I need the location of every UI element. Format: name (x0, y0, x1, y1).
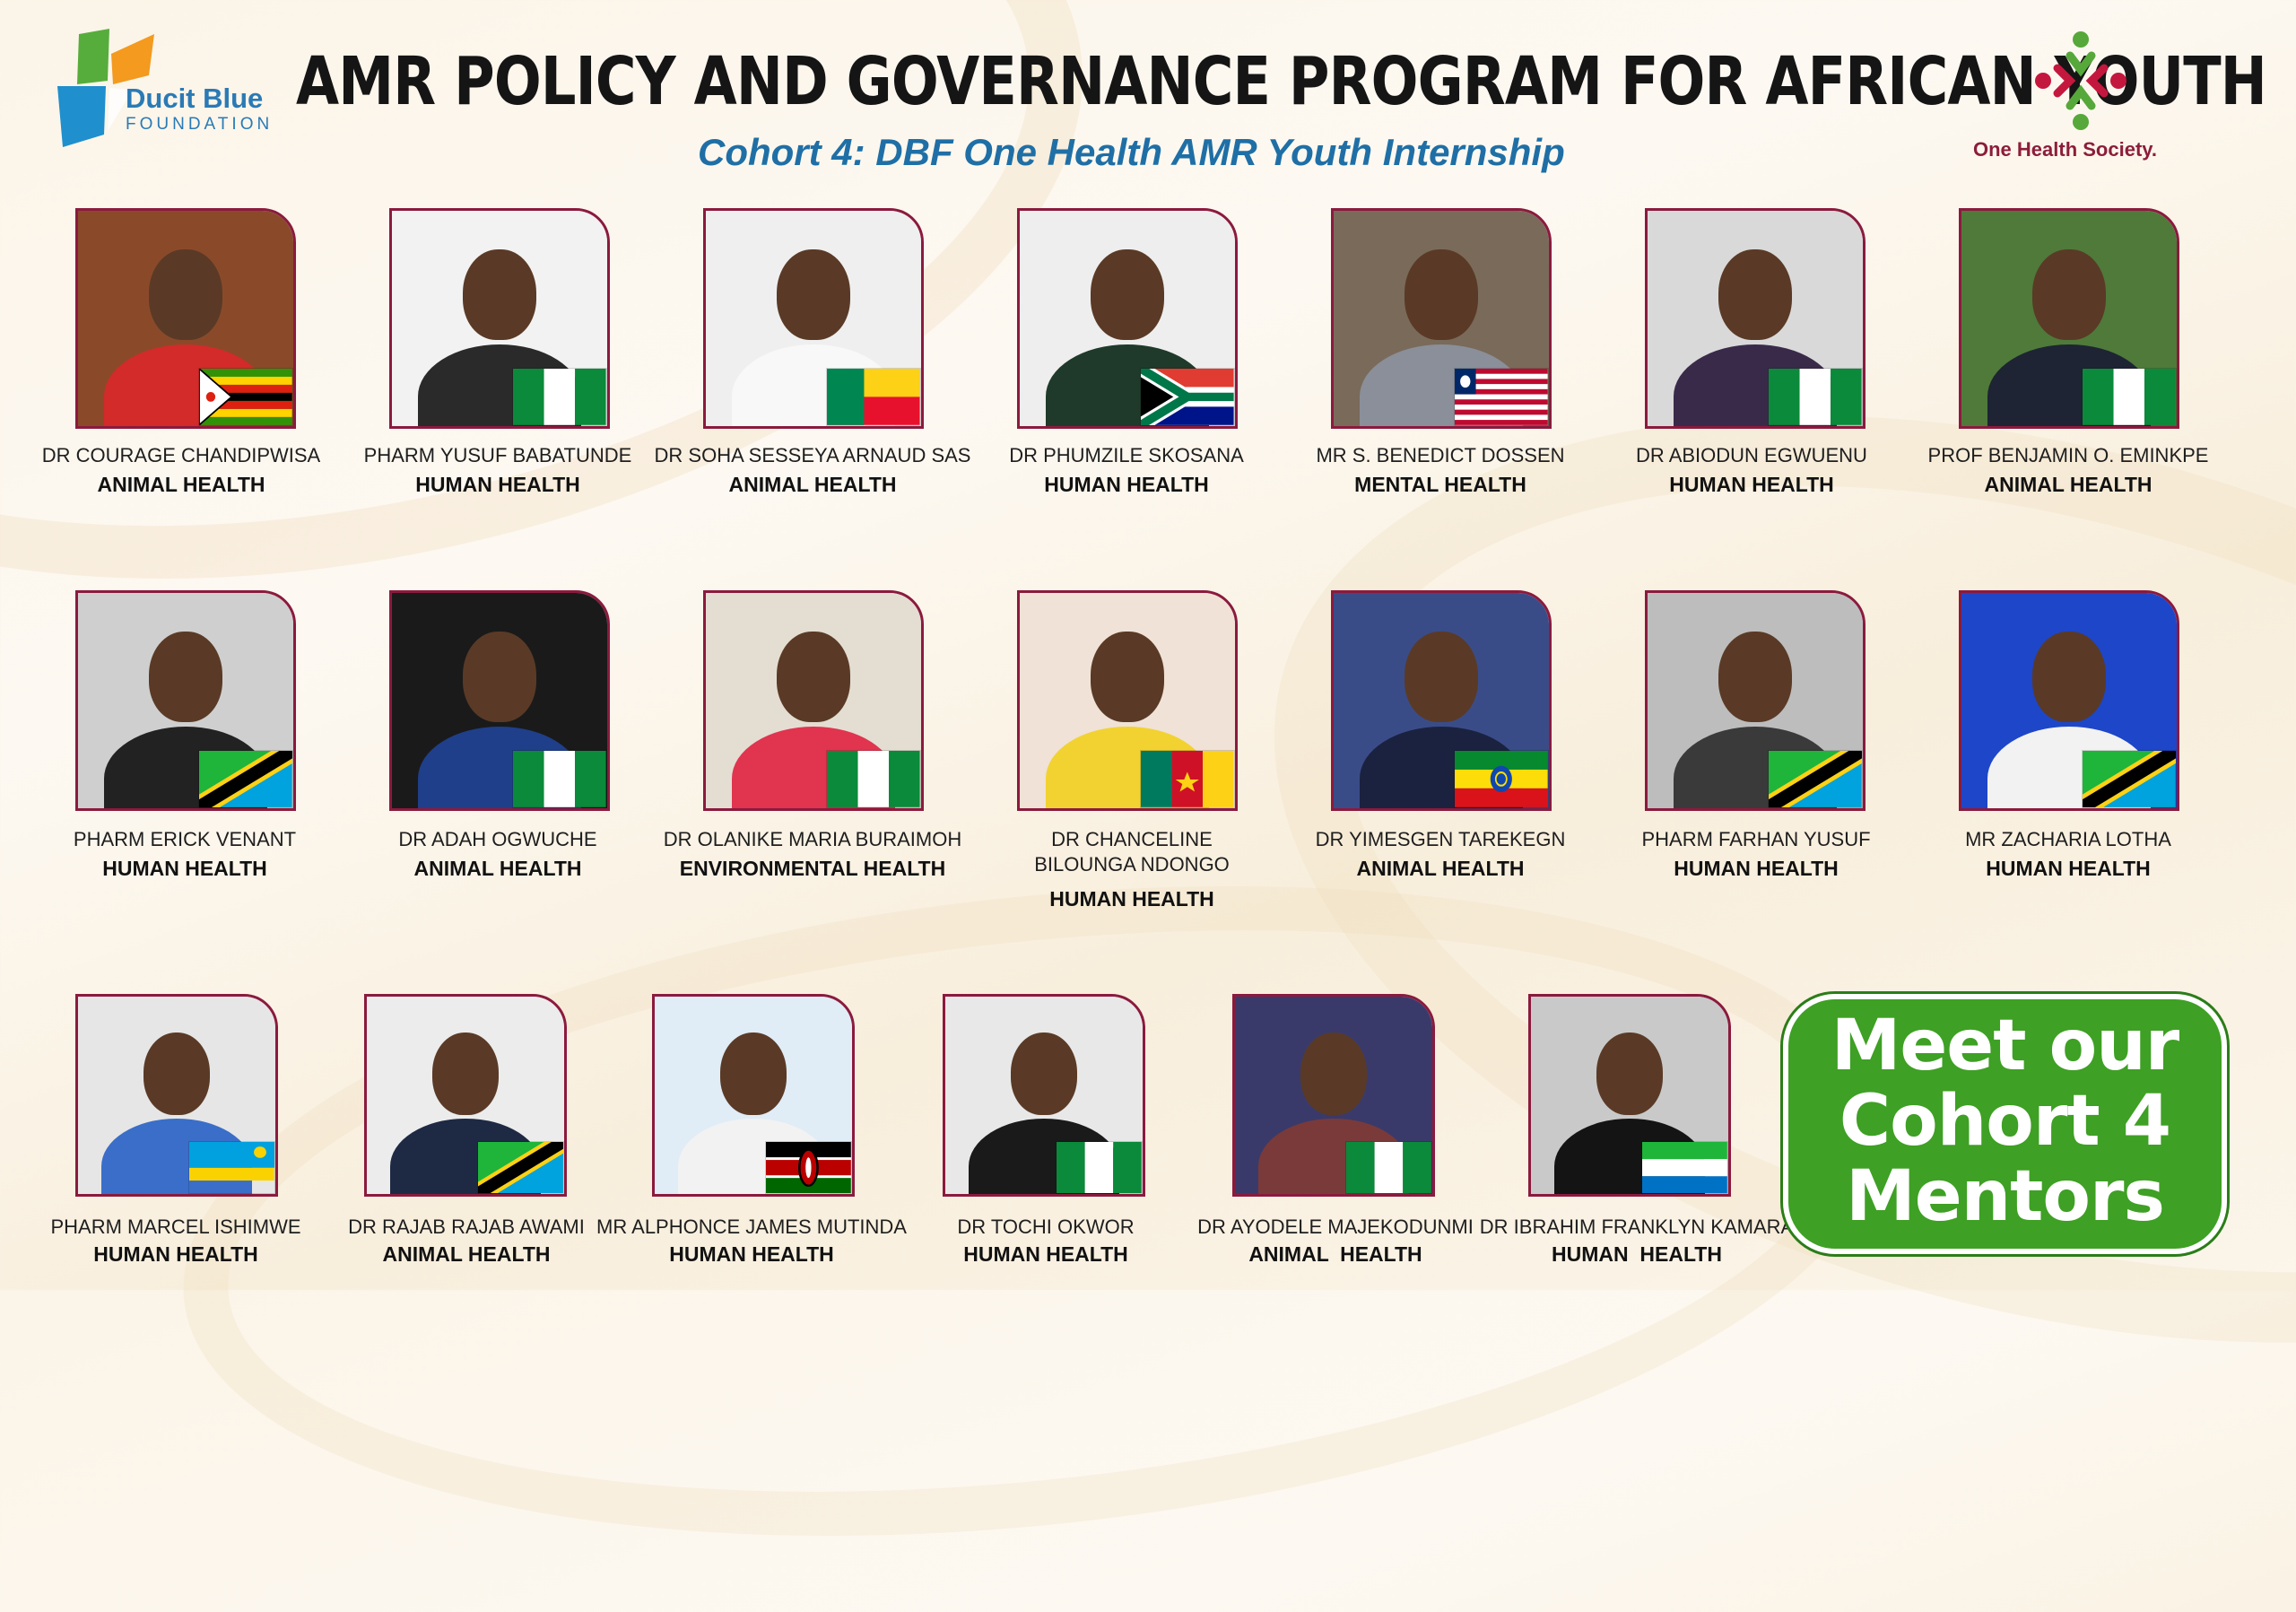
mentor-field: ENVIRONMENTAL HEALTH (679, 857, 946, 880)
mentor-photo (389, 590, 610, 811)
mentor-field: ANIMAL HEALTH (1984, 473, 2152, 496)
mentor-photo (75, 208, 296, 429)
mentor-name: MR S. BENEDICT DOSSEN (1316, 444, 1565, 466)
sierra-leone-flag-icon (1641, 1140, 1728, 1194)
ducit-blue-logo: Ducit Blue FOUNDATION (54, 27, 287, 161)
cameroon-flag-icon (1140, 750, 1235, 808)
mentor-photo (703, 590, 924, 811)
mentor-name: DR PHUMZILE SKOSANA (1009, 444, 1244, 466)
one-health-society-name: One Health Society. (1973, 138, 2157, 161)
ducit-blue-name: Ducit Blue (126, 83, 264, 114)
mentor-name: PROF BENJAMIN O. EMINKPE (1927, 444, 2209, 466)
mentor-photo (389, 208, 610, 429)
nigeria-flag-icon (1345, 1140, 1432, 1194)
south-africa-flag-icon (1140, 368, 1235, 426)
page-subtitle: Cohort 4: DBF One Health AMR Youth Inter… (698, 131, 1565, 173)
mentor-photo (1528, 994, 1731, 1197)
mentor-field: HUMAN HEALTH (963, 1242, 1128, 1266)
mentor-field: MENTAL HEALTH (1354, 473, 1526, 496)
mentor-field: HUMAN HEALTH (1674, 857, 1839, 880)
ducit-blue-logo-mark (57, 29, 154, 147)
benin-flag-icon (826, 368, 921, 426)
mentor-name: DR ABIODUN EGWUENU (1636, 444, 1867, 466)
mentor-photo (75, 590, 296, 811)
mentor-field: HUMAN HEALTH (1986, 857, 2151, 880)
mentor-name: DR ADAH OGWUCHE (398, 828, 597, 850)
nigeria-flag-icon (1056, 1140, 1143, 1194)
kenya-flag-icon (765, 1140, 852, 1194)
mentor-name: PHARM MARCEL ISHIMWE (50, 1216, 301, 1238)
nigeria-flag-icon (826, 750, 921, 808)
mentor-field: HUMAN HEALTH (669, 1242, 834, 1266)
page-title: AMR POLICY AND GOVERNANCE PROGRAM FOR AF… (296, 43, 2267, 120)
ducit-blue-sub: FOUNDATION (126, 115, 274, 134)
tanzania-flag-icon (198, 750, 293, 808)
tanzania-flag-icon (1768, 750, 1863, 808)
mentor-name: DR CHANCELINE BILOUNGA NDONGO (1034, 828, 1230, 876)
mentor-name: PHARM FARHAN YUSUF (1641, 828, 1871, 850)
mentor-field: ANIMAL HEALTH (413, 857, 582, 880)
mentor-photo (1017, 208, 1238, 429)
mentor-photo (1331, 590, 1552, 811)
mentor-photo (1645, 208, 1866, 429)
rwanda-flag-icon (188, 1140, 275, 1194)
mentor-field: ANIMAL HEALTH (1356, 857, 1525, 880)
one-health-society-logo-mark (2035, 31, 2126, 130)
meet-mentors-text: Meet our Cohort 4 Mentors (1831, 1006, 2179, 1237)
mentor-photo (1959, 208, 2179, 429)
mentor-photo (1017, 590, 1238, 811)
mentor-field: ANIMAL HEALTH (382, 1242, 551, 1266)
mentor-photo (364, 994, 567, 1197)
mentor-photo (1645, 590, 1866, 811)
mentor-name: DR SOHA SESSEYA ARNAUD SAS (654, 444, 971, 466)
tanzania-flag-icon (2082, 750, 2177, 808)
mentor-name: DR RAJAB RAJAB AWAMI (348, 1216, 585, 1238)
mentor-field: ANIMAL HEALTH (97, 473, 265, 496)
mentor-field: ANIMAL HEALTH (728, 473, 897, 496)
mentor-photo (652, 994, 855, 1197)
mentor-photo (943, 994, 1145, 1197)
mentor-name: PHARM YUSUF BABATUNDE (363, 444, 632, 466)
mentor-name: MR ALPHONCE JAMES MUTINDA (596, 1216, 907, 1238)
mentor-field: HUMAN HEALTH (1044, 473, 1209, 496)
mentor-field: ANIMAL HEALTH (1248, 1242, 1422, 1266)
one-health-society-logo: One Health Society. (1955, 27, 2215, 170)
mentor-field: HUMAN HEALTH (102, 857, 267, 880)
nigeria-flag-icon (512, 368, 607, 426)
liberia-flag-icon (1454, 368, 1549, 426)
mentor-name: DR COURAGE CHANDIPWISA (41, 444, 321, 466)
nigeria-flag-icon (512, 750, 607, 808)
nigeria-flag-icon (2082, 368, 2177, 426)
mentor-photo (1331, 208, 1552, 429)
background-swirl (151, 809, 1912, 1612)
mentor-name: DR IBRAHIM FRANKLYN KAMARA (1479, 1216, 1795, 1238)
mentor-name: DR AYODELE MAJEKODUNMI (1197, 1216, 1474, 1238)
mentor-photo (703, 208, 924, 429)
mentor-name: DR YIMESGEN TAREKEGN (1315, 828, 1566, 850)
mentor-photo (1232, 994, 1435, 1197)
mentor-field: HUMAN HEALTH (1669, 473, 1834, 496)
mentor-field: HUMAN HEALTH (415, 473, 580, 496)
mentor-name: MR ZACHARIA LOTHA (1965, 828, 2171, 850)
mentor-name: PHARM ERICK VENANT (73, 828, 297, 850)
mentor-field: HUMAN HEALTH (1552, 1242, 1722, 1266)
mentor-photo (75, 994, 278, 1197)
mentor-name: DR OLANIKE MARIA BURAIMOH (663, 828, 962, 850)
mentor-field: HUMAN HEALTH (93, 1242, 258, 1266)
mentor-name: DR TOCHI OKWOR (957, 1216, 1135, 1238)
nigeria-flag-icon (1768, 368, 1863, 426)
mentor-field: HUMAN HEALTH (1049, 887, 1214, 911)
tanzania-flag-icon (477, 1140, 564, 1194)
meet-mentors-banner: Meet our Cohort 4 Mentors (1783, 994, 2227, 1254)
ethiopia-flag-icon (1454, 750, 1549, 808)
zimbabwe-flag-icon (198, 368, 293, 426)
mentor-photo (1959, 590, 2179, 811)
